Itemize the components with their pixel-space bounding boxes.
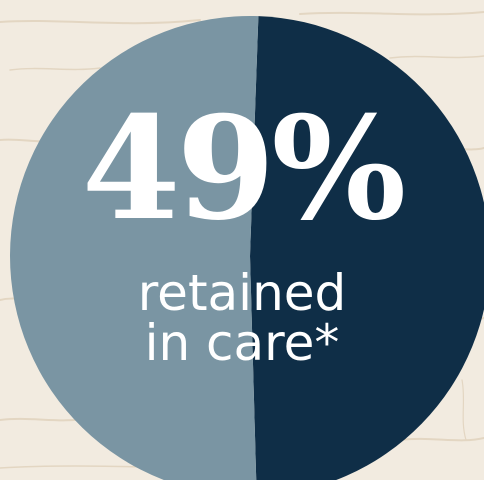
pie-slice-retained [250, 16, 484, 480]
caption-line-2: in care* [144, 314, 340, 372]
caption-line-1: retained [137, 264, 347, 322]
percentage-value: 49% [81, 86, 407, 252]
caption: retained in care* [20, 268, 464, 368]
pie-slice-remainder [10, 16, 259, 480]
